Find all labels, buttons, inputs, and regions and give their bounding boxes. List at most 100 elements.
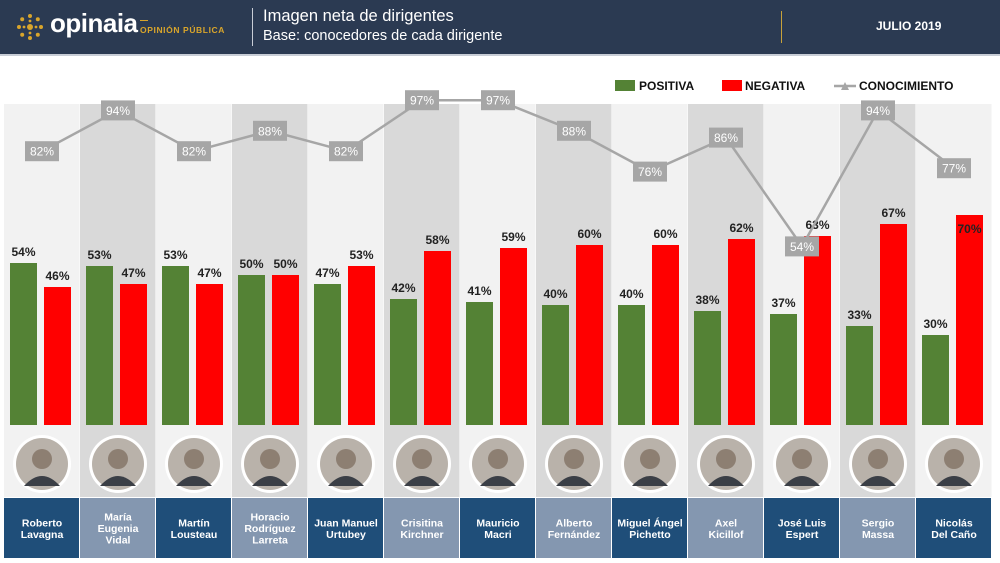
name-label-1-0: María [104, 512, 132, 524]
portrait-body-icon-9 [708, 476, 744, 486]
portrait-head-icon-12 [944, 449, 964, 469]
knowledge-label-8: 76% [638, 165, 662, 179]
bar-negative-1 [120, 284, 147, 425]
knowledge-label-0: 82% [30, 145, 54, 159]
portrait-body-icon-3 [252, 476, 288, 486]
portrait-body-icon-8 [632, 476, 668, 486]
bar-positive-8 [618, 305, 645, 425]
knowledge-marker-3 [253, 120, 287, 141]
bar-negative-7 [576, 245, 603, 425]
bar-negative-2 [196, 284, 223, 425]
portrait-body-icon-6 [480, 476, 516, 486]
bar-positive-2 [162, 266, 189, 425]
knowledge-marker-8 [633, 161, 667, 182]
bar-positive-6 [466, 302, 493, 425]
label-positive-1: 53% [87, 248, 111, 262]
name-box-0 [4, 498, 79, 558]
brand-name: opinaia [50, 8, 138, 38]
report-date: JULIO 2019 [876, 19, 942, 33]
name-label-7-1: Fernández [548, 529, 601, 541]
name-label-4-0: Juan Manuel [314, 517, 378, 529]
chart-legend: POSITIVA NEGATIVA CONOCIMIENTO [615, 79, 953, 93]
label-positive-7: 40% [543, 287, 567, 301]
name-label-0-0: Roberto [22, 517, 62, 529]
bar-positive-1 [86, 266, 113, 425]
knowledge-label-10: 54% [790, 240, 814, 254]
label-positive-5: 42% [391, 281, 415, 295]
label-positive-11: 33% [847, 308, 871, 322]
knowledge-marker-7 [557, 120, 591, 141]
name-box-4 [308, 498, 383, 558]
bar-negative-8 [652, 245, 679, 425]
portrait-head-icon-4 [336, 449, 356, 469]
label-negative-7: 60% [577, 227, 601, 241]
name-box-8 [612, 498, 687, 558]
name-box-12 [916, 498, 991, 558]
portrait-head-icon-7 [564, 449, 584, 469]
label-positive-12: 30% [923, 317, 947, 331]
name-box-5 [384, 498, 459, 558]
portrait-head-icon-8 [640, 449, 660, 469]
name-label-8-1: Pichetto [629, 529, 670, 541]
portrait-body-icon-12 [936, 476, 972, 486]
label-negative-0: 46% [45, 269, 69, 283]
knowledge-label-1: 94% [106, 104, 130, 118]
bar-positive-12 [922, 335, 949, 425]
label-negative-4: 53% [349, 248, 373, 262]
label-negative-3: 50% [273, 257, 297, 271]
brand-sub-line [140, 20, 148, 21]
portrait-head-icon-11 [868, 449, 888, 469]
label-negative-1: 47% [121, 266, 145, 280]
knowledge-label-7: 88% [562, 124, 586, 138]
bar-negative-0 [44, 287, 71, 425]
legend-swatch-positive [615, 80, 635, 91]
name-label-11-1: Massa [862, 529, 894, 541]
name-box-2 [156, 498, 231, 558]
label-negative-2: 47% [197, 266, 221, 280]
bar-positive-9 [694, 311, 721, 425]
name-label-4-1: Urtubey [326, 529, 366, 541]
label-positive-0: 54% [11, 245, 35, 259]
label-positive-10: 37% [771, 296, 795, 310]
knowledge-line: 82% 94% 82% 88% 82% 97% 97% 88% 76% 86% 54% 94% 77% [25, 90, 971, 257]
bar-negative-11 [880, 224, 907, 425]
bar-negative-4 [348, 266, 375, 425]
bar-positive-10 [770, 314, 797, 425]
knowledge-label-2: 82% [182, 145, 206, 159]
portrait-head-icon-3 [260, 449, 280, 469]
date-divider [781, 11, 782, 43]
bar-negative-6 [500, 248, 527, 425]
opinaia-logo-icon [17, 14, 43, 40]
knowledge-label-11: 94% [866, 104, 890, 118]
legend-label-positive: POSITIVA [639, 79, 694, 93]
name-label-0-1: Lavagna [21, 529, 64, 541]
bar-positive-7 [542, 305, 569, 425]
header-divider [252, 8, 253, 46]
knowledge-marker-11 [861, 100, 895, 121]
label-positive-8: 40% [619, 287, 643, 301]
name-label-2-0: Martín [178, 517, 210, 529]
bar-negative-3 [272, 275, 299, 425]
name-box-6 [460, 498, 535, 558]
portrait-body-icon-2 [176, 476, 212, 486]
name-box-10 [764, 498, 839, 558]
name-label-6-1: Macri [484, 529, 512, 541]
knowledge-label-9: 86% [714, 131, 738, 145]
knowledge-marker-12 [937, 158, 971, 179]
label-negative-8: 60% [653, 227, 677, 241]
portrait-head-icon-6 [488, 449, 508, 469]
portrait-layer [13, 435, 983, 493]
label-negative-12: 70% [957, 222, 981, 236]
name-box-11 [840, 498, 915, 558]
knowledge-label-12: 77% [942, 162, 966, 176]
page-subtitle: Base: conocedores de cada dirigente [263, 28, 503, 44]
knowledge-label-3: 88% [258, 124, 282, 138]
bar-marks: 54% 46% 53% 47% 53% 47% 50% 50% 47% 53% 42% 58% 41% 5… [10, 206, 983, 425]
label-positive-6: 41% [467, 284, 491, 298]
bar-positive-0 [10, 263, 37, 425]
portrait-head-icon-9 [716, 449, 736, 469]
brand-subtitle: OPINIÓN PÚBLICA [140, 25, 226, 35]
knowledge-marker-6 [481, 90, 515, 111]
name-label-10-1: Espert [786, 529, 819, 541]
label-positive-3: 50% [239, 257, 263, 271]
